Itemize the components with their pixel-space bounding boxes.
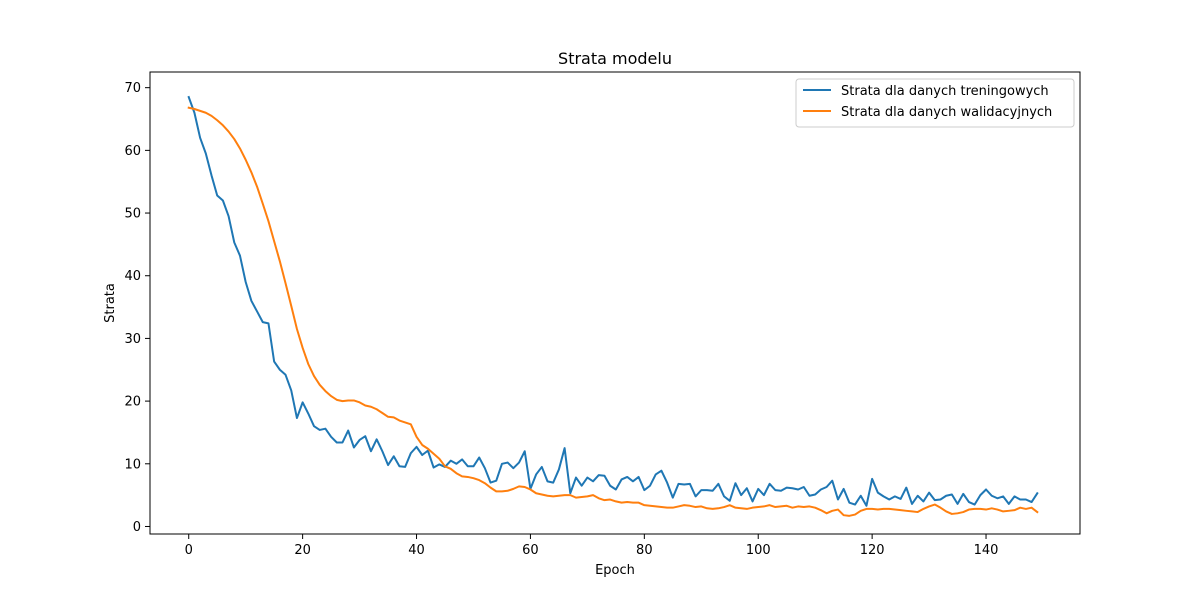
training-loss-line — [187, 95, 1039, 507]
legend-box — [795, 78, 1075, 128]
chart-title: Strata modelu — [558, 49, 672, 68]
x-tick-label: 60 — [522, 543, 539, 558]
x-tick-label: 100 — [746, 543, 771, 558]
validation-loss-line — [187, 106, 1039, 517]
y-tick-label: 0 — [133, 520, 141, 535]
legend-label-validation: Strata dla danych walidacyjnych — [841, 105, 1052, 120]
legend-label-training: Strata dla danych treningowych — [841, 84, 1049, 99]
x-tick-label: 40 — [408, 543, 425, 558]
plot-lines — [187, 95, 1039, 517]
y-tick-label: 10 — [124, 457, 141, 472]
y-tick-label: 40 — [124, 269, 141, 284]
x-axis: 0 20 40 60 80 100 120 140 — [185, 534, 999, 558]
y-axis-title: Strata — [103, 283, 118, 323]
x-axis-title: Epoch — [595, 563, 635, 578]
x-tick-label: 140 — [974, 543, 999, 558]
y-tick-label: 30 — [124, 332, 141, 347]
x-tick-label: 20 — [294, 543, 311, 558]
plot-area-frame — [149, 71, 1081, 535]
y-tick-label: 70 — [124, 81, 141, 96]
x-tick-label: 120 — [860, 543, 885, 558]
y-tick-label: 20 — [124, 395, 141, 410]
legend: Strata dla danych treningowych Strata dl… — [795, 78, 1075, 128]
x-tick-label: 0 — [185, 543, 193, 558]
y-tick-label: 60 — [124, 144, 141, 159]
x-tick-label: 80 — [636, 543, 653, 558]
y-tick-label: 50 — [124, 207, 141, 222]
y-axis: 0 10 20 30 40 50 60 70 — [124, 81, 150, 535]
